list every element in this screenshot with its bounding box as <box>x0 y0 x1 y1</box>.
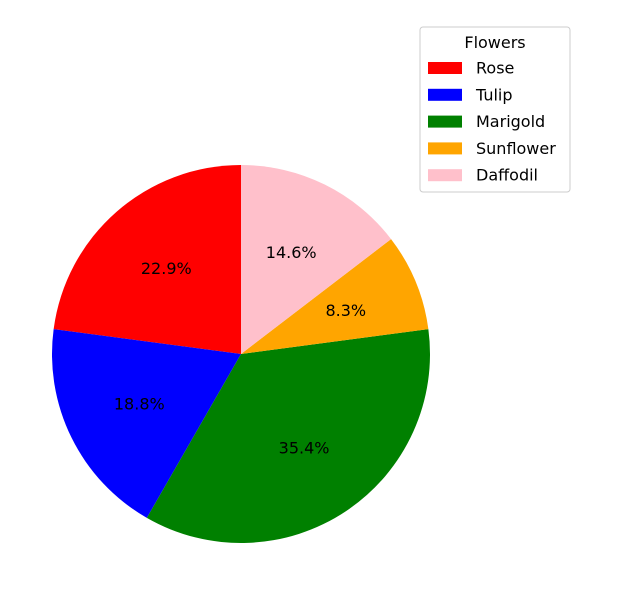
legend-title: Flowers <box>464 33 525 52</box>
legend-items: Rose Tulip Marigold Sunflower Daffodil <box>428 59 556 185</box>
pie-slice-sunflower <box>241 239 429 354</box>
pie-slice-marigold <box>146 329 431 544</box>
pie-slice-rose <box>53 165 241 354</box>
pie-slice-tulip <box>51 329 241 518</box>
legend-label-sunflower: Sunflower <box>476 139 556 158</box>
legend-swatch-daffodil <box>428 169 462 182</box>
legend-swatch-rose <box>428 62 462 74</box>
legend-label-tulip: Tulip <box>475 85 513 104</box>
legend-swatch-tulip <box>428 88 462 101</box>
pie-slice-daffodil <box>241 165 392 354</box>
legend: Flowers Rose Tulip Marigold Sunflower Daffod… <box>419 26 571 193</box>
pct-label-marigold: 35.4% <box>279 439 330 458</box>
percentage-labels: 22.9% 18.8% 35.4% 8.3% 14.6% <box>114 243 366 458</box>
pct-label-sunflower: 8.3% <box>325 301 366 320</box>
pie-slices <box>51 165 431 544</box>
legend-label-marigold: Marigold <box>476 112 545 131</box>
pct-label-tulip: 18.8% <box>114 395 165 414</box>
legend-label-daffodil: Daffodil <box>476 166 538 185</box>
pct-label-rose: 22.9% <box>141 259 192 278</box>
legend-label-rose: Rose <box>476 59 514 78</box>
legend-swatch-sunflower <box>428 142 462 155</box>
pct-label-daffodil: 14.6% <box>266 243 317 262</box>
legend-swatch-marigold <box>428 115 462 128</box>
